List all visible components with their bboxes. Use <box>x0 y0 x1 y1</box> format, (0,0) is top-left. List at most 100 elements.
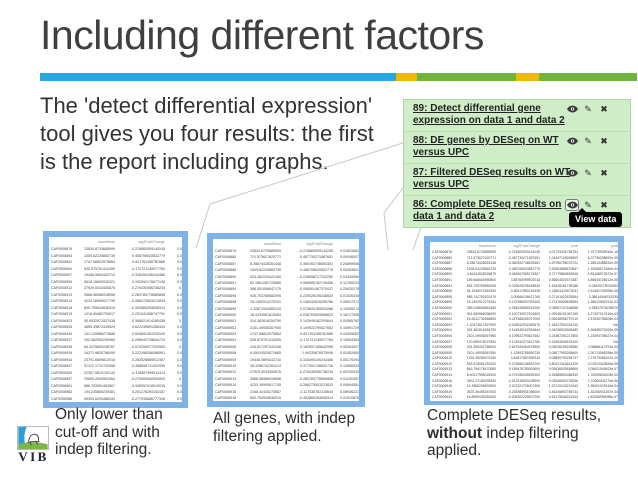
view-eye-icon[interactable] <box>566 136 578 146</box>
table-screenshot-complete: baseMean log2FoldChange pval padj CAF000… <box>424 236 624 405</box>
table-row: CAF0006876 23834.8733685999 -0.215660509… <box>432 250 618 254</box>
view-eye-icon[interactable] <box>565 199 579 211</box>
edit-pencil-icon[interactable]: ✎ <box>584 104 592 114</box>
table-row: CAF0006918 800.759944638315 -0.302860254… <box>215 395 359 400</box>
dataset-actions: ✎ ✖ <box>566 168 610 178</box>
table-row: CAF0006934 131.129988273686 0.5266914510… <box>51 331 182 336</box>
accent-segment-yellow <box>396 73 417 81</box>
table-row: CAF0006904 535.879791416395 -0.172721149… <box>215 338 359 343</box>
table-row: CAF0006926 3859.49872439529 0.6222398912… <box>51 325 182 329</box>
table-row: CAF0006918 14.3986209692600 0.2073217260… <box>432 384 618 389</box>
table-row: CAF0006914 8.40217955025200 -0.075198435… <box>432 373 618 378</box>
caption-all-genes: All genes, with indep filtering applied. <box>213 410 356 445</box>
table-row: CAF0006907 19448.0894432710 -0.316494106… <box>51 273 182 277</box>
table-row: CAF0006900 18.4333561615364 -0.036763929… <box>215 312 359 317</box>
accent-segment-green <box>539 73 637 81</box>
table-row: CAF0006923 50.0532971537438 -0.368521914… <box>51 318 182 323</box>
table-row: CAF0006894 388.551006647175 -0.008061067… <box>215 287 359 292</box>
history-panel: 89: Detect differential gene expression … <box>403 99 631 228</box>
vib-logo-image <box>17 426 49 450</box>
delete-x-icon[interactable]: ✖ <box>600 136 608 146</box>
table-row: CAF0006908 6.45024520871865 1.0633587657… <box>215 351 359 356</box>
table-row: CAF0006876 23834.8733685999 -0.215660509… <box>51 247 182 251</box>
table-row: CAF0006896 926.703769582095 -0.229028195… <box>215 293 359 298</box>
delete-x-icon[interactable]: ✖ <box>600 168 608 178</box>
table-row: CAF0006888 1009.62225663739 0.4567080208… <box>432 266 618 271</box>
table-screenshot-all-genes: baseMean log2FoldChange CAF0006876 23834… <box>207 233 365 407</box>
table-row: CAF0006914 4233.16990617745 -0.266273653… <box>51 299 182 303</box>
table-row: CAF0006957 29609.2540592954 -0.275009082… <box>51 377 182 381</box>
table-row: CAF0006916 3901.27180935330 -0.317035503… <box>432 378 618 383</box>
table-row: CAF0006880 721.573627620771 -0.487730271… <box>215 255 359 260</box>
table-row: CAF0006909 2101.49935367950 1.1269375559… <box>432 350 618 355</box>
table-row: CAF0006909 19448.0894432710 -0.316494106… <box>215 357 359 362</box>
table-row: CAF0006906 2101.49935367950 0.1099227906… <box>432 333 618 338</box>
caption-filtered: Only lower than cut-off and with indep f… <box>55 406 163 458</box>
table-row: CAF0006902 15.2612732684800 0.2475884357… <box>432 317 618 322</box>
table-row: CAF0006887 8.28574428351448 -0.360492746… <box>215 261 359 266</box>
table-row: CAF0006961 886.763951483967 -0.345097418… <box>51 383 182 388</box>
table-row: CAF0006880 721.573627620771 -0.487730271… <box>432 255 618 260</box>
history-item-87[interactable]: 87: Filtered DESeq results on WT versus … <box>404 164 630 196</box>
table-row: CAF0006944 23791.6809812016 -0.263528689… <box>51 357 182 362</box>
table-row: CAF0006918 800.759944638315 -0.302860254… <box>51 305 182 310</box>
table-row: CAF0006947 57372.1712742456 -0.286608711… <box>51 364 182 368</box>
dataset-title-link[interactable]: 87: Filtered DESeq results on WT versus … <box>413 167 571 190</box>
table-row: CAF0006938 84.3475835248787 -0.574299977… <box>51 344 182 349</box>
table-row: CAF0006923 15.8989035282000 -0.205302225… <box>432 395 618 400</box>
slide-title: Including different factors <box>40 12 484 58</box>
table-row: CAF0006910 18.3289742281214 0.3770917468… <box>215 364 359 369</box>
dataset-title-link[interactable]: 88: DE genes by DESeq on WT versus UPC <box>413 135 559 158</box>
table-row: CAF0006916 2168.41445273587 -0.117536762… <box>215 389 359 394</box>
edit-pencil-icon[interactable]: ✎ <box>584 136 592 146</box>
delete-x-icon[interactable]: ✖ <box>600 104 608 114</box>
table-row: CAF0006888 1009.62225663739 0.4567080208… <box>215 268 359 273</box>
history-item-88[interactable]: 88: DE genes by DESeq on WT versus UPC ✎… <box>404 132 630 164</box>
table-row: CAF0006899 15.1452912275151 0.1379866970… <box>432 300 618 305</box>
caption-complete: Complete DESeq results, without indep fi… <box>427 407 602 459</box>
table-row: CAF0006909 5616.15690530321 0.2920921766… <box>51 279 182 284</box>
table-row: CAF0006904 535.575791410395 -0.372721149… <box>51 266 182 271</box>
table-row: CAF0006937 292.562940290984 -0.296043728… <box>51 338 182 342</box>
edit-pencil-icon[interactable]: ✎ <box>584 200 592 210</box>
vib-logo: VIB <box>17 426 50 463</box>
table-row: CAF0006913 816.796178470080 0.1894787800… <box>432 367 618 372</box>
table-row: CAF0006898 15.1452912275151 0.1364425262… <box>215 300 359 305</box>
table-row: CAF0006894 1009.62225663739 0.4567080208… <box>51 253 182 258</box>
delete-x-icon[interactable]: ✖ <box>600 200 608 210</box>
table-header-row: baseMean log2FoldChange pval padj <box>479 244 618 248</box>
table-row: CAF0006914 4233.16990617745 -0.266273653… <box>215 383 359 388</box>
table-header-row: baseMean log2FoldChange <box>98 240 165 244</box>
accent-segment-green <box>417 73 516 81</box>
table-row: CAF0006876 23834.8733685999 -0.215660509… <box>215 249 359 253</box>
table-row: CAF0006902 1747.68822975664 -0.621761189… <box>51 260 182 264</box>
table-row: CAF0006902 2101.49935367950 0.1099227906… <box>215 325 359 330</box>
table-row: CAF0006912 27929.5033450875 -0.276430056… <box>215 370 359 375</box>
table-row: CAF0006898 985.742782622479 -3.005661066… <box>432 294 618 299</box>
view-eye-icon[interactable] <box>566 104 578 114</box>
table-row: CAF0006966 39394.6293486333 -0.277935686… <box>51 396 182 401</box>
table-row: CAF0006919 3675.36495267600 -0.292985901… <box>432 389 618 394</box>
table-body: CAF0006876 23834.8733685999 -0.215660509… <box>49 246 182 402</box>
history-item-86[interactable]: 86: Complete DESeq results on data 1 and… <box>404 196 630 227</box>
table-row: CAF0006908 324.399432785000 0.6475294640… <box>432 345 618 350</box>
table-row: CAF0006891 82.1661281725680 0.0689897627… <box>215 280 359 285</box>
table-row: CAF0006906 416.817257442446 0.1825971656… <box>215 344 359 349</box>
table-row: CAF0006907 170.509478227800 0.1229423731… <box>432 339 618 344</box>
table-row: CAF0006939 16271.9830766090 -0.222398266… <box>51 351 182 355</box>
edit-pencil-icon[interactable]: ✎ <box>584 168 592 178</box>
dataset-title-link[interactable]: 89: Detect differential gene expression … <box>413 103 565 126</box>
view-eye-icon[interactable] <box>566 168 578 178</box>
table-row: CAF0006903 1747.68822975664 -0.621761189… <box>215 332 359 337</box>
table-header-row: baseMean log2FoldChange <box>264 242 333 246</box>
dataset-title-link[interactable]: 86: Complete DESeq results on data 1 and… <box>413 199 562 222</box>
table-row: CAF0006887 8.28574428351448 -0.360492746… <box>432 261 618 266</box>
accent-segment-yellow <box>516 73 539 81</box>
table-row: CAF0006963 194.235869239381 0.2012762841… <box>51 390 182 394</box>
history-item-89[interactable]: 89: Detect differential gene expression … <box>404 100 630 132</box>
table-row: CAF0006953 22397.5814742143 -0.316567999… <box>51 370 182 375</box>
table-row: CAF0006891 189.666660950800 3.8576599950… <box>432 277 618 282</box>
intro-text: The 'detect differential expression' too… <box>40 93 374 174</box>
table-row: CAF0006910 1760.28259476160 4.8281785765… <box>432 356 618 361</box>
